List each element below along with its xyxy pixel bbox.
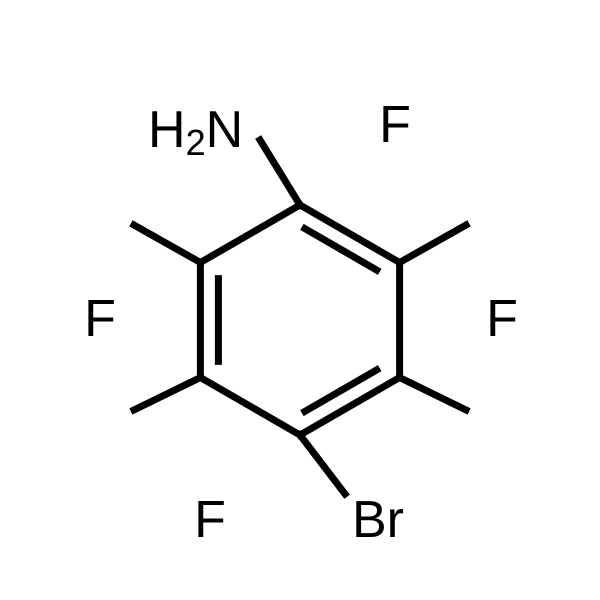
molecule-diagram: F F Br F F H2N xyxy=(0,0,600,600)
bond-c5-f xyxy=(134,378,200,411)
atom-label-f5: F xyxy=(194,491,226,549)
atom-label-f3: F xyxy=(486,290,518,348)
bond-c2-f xyxy=(400,225,466,263)
atom-label-br: Br xyxy=(352,491,404,549)
bond-c3-c4-inner xyxy=(305,370,377,411)
bond-c1-c2-inner xyxy=(305,229,377,270)
bond-c3-f xyxy=(400,378,466,411)
bond-c4-c5 xyxy=(200,378,300,436)
bond-c4-br xyxy=(300,435,345,494)
bond-c1-n xyxy=(260,140,300,205)
bond-c6-f xyxy=(134,225,200,263)
atom-label-f2: F xyxy=(379,96,411,154)
atom-label-f6: F xyxy=(84,290,116,348)
bond-c6-c1 xyxy=(200,205,300,263)
atom-label-nh2: H2N xyxy=(148,101,243,163)
